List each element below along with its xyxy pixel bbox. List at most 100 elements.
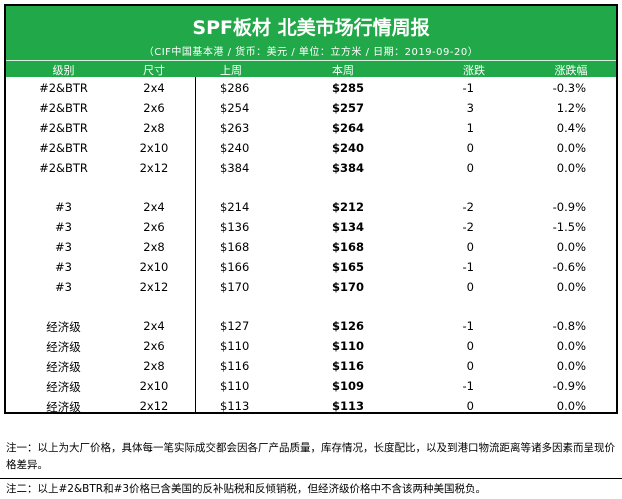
cell-size: 2x10	[139, 379, 169, 393]
cell-change-pct: -1.5%	[552, 220, 586, 234]
column-header-change-pct: 涨跌幅	[554, 64, 588, 77]
cell-change-pct: 0.4%	[556, 121, 586, 135]
cell-grade: #3	[55, 280, 72, 294]
table-row: #2&BTR 2x10 $240 $240 0 0.0%	[6, 138, 616, 158]
group-spacer	[6, 178, 616, 197]
table-row: #3 2x8 $168 $168 0 0.0%	[6, 237, 616, 257]
cell-size: 2x4	[143, 81, 165, 95]
cell-change: -1	[462, 379, 474, 393]
cell-last-week: $214	[220, 200, 250, 214]
table-body: #2&BTR 2x4 $286 $285 -1 -0.3% #2&BTR 2x6 $254 $25…	[6, 78, 616, 416]
footnote-2: 注二：以上#2&BTR和#3价格已含美国的反补贴税和反倾销税，但经济级价格中不含…	[6, 483, 487, 495]
cell-last-week: $168	[220, 240, 250, 254]
cell-this-week: $384	[332, 161, 365, 175]
cell-grade: #2&BTR	[39, 101, 88, 115]
cell-change-pct: -0.9%	[552, 200, 586, 214]
cell-grade: #2&BTR	[39, 121, 88, 135]
table-row: #3 2x4 $214 $212 -2 -0.9%	[6, 197, 616, 217]
cell-grade: #3	[55, 260, 72, 274]
cell-size: 2x6	[143, 101, 165, 115]
cell-grade: 经济级	[46, 360, 81, 374]
report-subtitle: （CIF中国基本港 / 货币：美元 / 单位：立方米 / 日期：2019-09-…	[143, 47, 479, 58]
cell-last-week: $170	[220, 280, 250, 294]
cell-size: 2x12	[139, 399, 169, 413]
table-row: #3 2x6 $136 $134 -2 -1.5%	[6, 217, 616, 237]
cell-this-week: $257	[332, 101, 365, 115]
table-row: #3 2x10 $166 $165 -1 -0.6%	[6, 257, 616, 277]
cell-this-week: $285	[332, 81, 365, 95]
cell-last-week: $240	[220, 141, 250, 155]
table-row: #2&BTR 2x4 $286 $285 -1 -0.3%	[6, 78, 616, 98]
cell-last-week: $116	[220, 359, 250, 373]
column-header-row: 级别 尺寸 上周 本周 涨跌 涨跌幅	[6, 60, 616, 77]
cell-size: 2x8	[143, 121, 165, 135]
cell-change-pct: 0.0%	[556, 161, 586, 175]
cell-change: 3	[466, 101, 474, 115]
cell-change: 0	[466, 161, 474, 175]
cell-change-pct: 0.0%	[556, 399, 586, 413]
cell-this-week: $165	[332, 260, 365, 274]
cell-change-pct: 0.0%	[556, 280, 586, 294]
table-row: 经济级 2x6 $110 $110 0 0.0%	[6, 336, 616, 356]
cell-change: 0	[466, 280, 474, 294]
cell-grade: 经济级	[46, 400, 81, 414]
cell-change: 0	[466, 399, 474, 413]
cell-this-week: $240	[332, 141, 365, 155]
cell-change: -1	[462, 81, 474, 95]
table-row: 经济级 2x10 $110 $109 -1 -0.9%	[6, 376, 616, 396]
cell-last-week: $166	[220, 260, 250, 274]
cell-this-week: $116	[332, 359, 365, 373]
table-row: #2&BTR 2x6 $254 $257 3 1.2%	[6, 98, 616, 118]
table-row: 经济级 2x8 $116 $116 0 0.0%	[6, 356, 616, 376]
cell-change: -2	[462, 220, 474, 234]
cell-size: 2x10	[139, 260, 169, 274]
cell-this-week: $170	[332, 280, 365, 294]
price-table: SPF板材 北美市场行情周报 （CIF中国基本港 / 货币：美元 / 单位：立方…	[4, 4, 618, 414]
group-spacer	[6, 297, 616, 316]
cell-size: 2x4	[143, 200, 165, 214]
cell-change-pct: -0.9%	[552, 379, 586, 393]
column-header-last-week: 上周	[220, 64, 242, 77]
table-row: 经济级 2x12 $113 $113 0 0.0%	[6, 396, 616, 416]
cell-this-week: $110	[332, 339, 365, 353]
cell-grade: #3	[55, 220, 72, 234]
cell-change-pct: 1.2%	[556, 101, 586, 115]
cell-change-pct: 0.0%	[556, 339, 586, 353]
cell-grade: #3	[55, 200, 72, 214]
cell-size: 2x6	[143, 339, 165, 353]
cell-change: 0	[466, 359, 474, 373]
footnote-divider	[0, 478, 622, 479]
footnote-1: 注一：以上为大厂价格，具体每一笔实际成交都会因各厂产品质量，库存情况，长度配比，…	[6, 442, 615, 471]
cell-last-week: $110	[220, 339, 250, 353]
cell-last-week: $263	[220, 121, 250, 135]
report-title: SPF板材 北美市场行情周报	[192, 17, 430, 39]
table-row: 经济级 2x4 $127 $126 -1 -0.8%	[6, 316, 616, 336]
column-divider	[195, 77, 196, 412]
cell-last-week: $110	[220, 379, 250, 393]
cell-this-week: $109	[332, 379, 365, 393]
cell-change: -2	[462, 200, 474, 214]
header-banner: SPF板材 北美市场行情周报 （CIF中国基本港 / 货币：美元 / 单位：立方…	[6, 6, 616, 77]
cell-size: 2x4	[143, 319, 165, 333]
cell-this-week: $126	[332, 319, 365, 333]
cell-change-pct: 0.0%	[556, 240, 586, 254]
cell-grade: 经济级	[46, 380, 81, 394]
cell-grade: #3	[55, 240, 72, 254]
cell-change-pct: 0.0%	[556, 359, 586, 373]
cell-last-week: $136	[220, 220, 250, 234]
cell-change: 0	[466, 240, 474, 254]
table-row: #2&BTR 2x8 $263 $264 1 0.4%	[6, 118, 616, 138]
cell-size: 2x12	[139, 161, 169, 175]
cell-change-pct: 0.0%	[556, 141, 586, 155]
cell-change: -1	[462, 260, 474, 274]
column-header-change: 涨跌	[463, 64, 485, 77]
cell-this-week: $212	[332, 200, 365, 214]
cell-last-week: $254	[220, 101, 250, 115]
cell-grade: #2&BTR	[39, 81, 88, 95]
cell-change-pct: -0.8%	[552, 319, 586, 333]
table-row: #2&BTR 2x12 $384 $384 0 0.0%	[6, 158, 616, 178]
cell-this-week: $168	[332, 240, 365, 254]
cell-change: -1	[462, 319, 474, 333]
cell-size: 2x6	[143, 220, 165, 234]
cell-grade: #2&BTR	[39, 141, 88, 155]
